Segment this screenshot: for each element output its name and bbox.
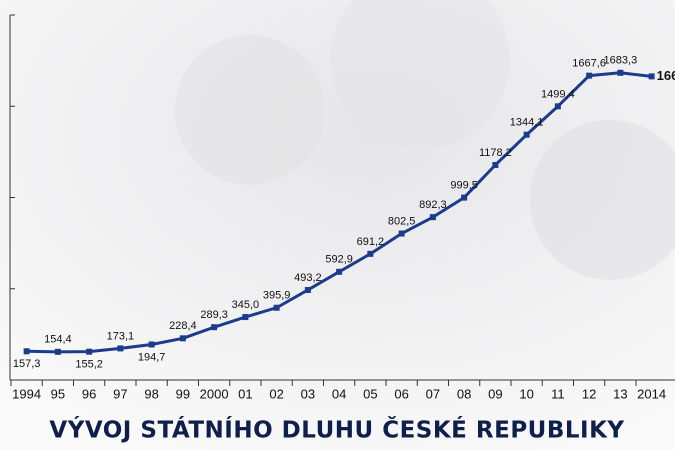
x-tick-label: 98 <box>144 386 158 401</box>
x-tick-label: 95 <box>51 386 65 401</box>
marker <box>54 348 61 355</box>
x-tick-label: 02 <box>269 386 283 401</box>
x-tick-label: 07 <box>426 386 440 401</box>
value-label: 592,9 <box>325 254 353 266</box>
x-tick-label: 04 <box>332 386 346 401</box>
x-tick-label: 97 <box>113 386 127 401</box>
marker <box>148 341 155 348</box>
x-tick-label: 13 <box>613 386 627 401</box>
marker <box>492 161 499 168</box>
value-label: 228,4 <box>169 320 197 332</box>
x-tick-label: 11 <box>551 386 565 401</box>
marker <box>523 131 530 138</box>
chart-title: VÝVOJ STÁTNÍHO DLUHU ČESKÉ REPUBLIKY <box>49 416 624 444</box>
value-label: 999,5 <box>450 179 478 191</box>
value-label: 194,7 <box>138 351 166 363</box>
coin-decoration <box>175 35 325 185</box>
marker <box>586 72 593 79</box>
x-tick-label: 12 <box>582 386 596 401</box>
x-tick-label: 05 <box>363 386 377 401</box>
marker <box>23 348 30 355</box>
x-tick-label: 99 <box>176 386 190 401</box>
marker <box>117 345 124 352</box>
x-tick-label: 96 <box>82 386 96 401</box>
marker <box>429 214 436 221</box>
x-tick-label: 03 <box>301 386 315 401</box>
marker <box>367 250 374 257</box>
value-label: 493,2 <box>294 272 322 284</box>
value-label: 802,5 <box>388 215 416 227</box>
value-label: 345,0 <box>232 299 260 311</box>
marker <box>179 335 186 342</box>
marker <box>86 348 93 355</box>
value-label: 691,2 <box>357 236 385 248</box>
marker <box>211 324 218 331</box>
value-label: 1344,1 <box>510 117 544 129</box>
marker <box>461 194 468 201</box>
marker <box>273 304 280 311</box>
x-tick-label: 09 <box>488 386 502 401</box>
marker <box>242 314 249 321</box>
x-tick-label: 2014 <box>637 386 666 401</box>
value-label: 892,3 <box>419 199 447 211</box>
x-tick-label: 06 <box>394 386 408 401</box>
x-tick-label: 10 <box>519 386 533 401</box>
value-label: 1663,7 <box>657 68 675 83</box>
marker <box>336 268 343 275</box>
value-label: 1667,6 <box>572 58 606 70</box>
value-label: 289,3 <box>200 309 228 321</box>
value-label: 173,1 <box>107 330 135 342</box>
value-label: 1683,3 <box>604 55 638 67</box>
marker <box>398 230 405 237</box>
value-label: 1499,4 <box>541 88 575 100</box>
x-tick-label: 01 <box>238 386 252 401</box>
value-label: 157,3 <box>13 358 41 370</box>
x-tick-label: 1994 <box>12 386 41 401</box>
marker <box>554 103 561 110</box>
value-label: 155,2 <box>75 359 103 371</box>
value-label: 154,4 <box>44 334 72 346</box>
value-label: 1178,2 <box>479 147 512 159</box>
marker <box>304 286 311 293</box>
coin-decoration <box>330 0 510 150</box>
x-tick-label: 08 <box>457 386 471 401</box>
value-label: 395,9 <box>263 290 291 302</box>
marker <box>648 73 655 80</box>
marker <box>617 69 624 76</box>
x-tick-label: 2000 <box>200 386 229 401</box>
coin-decoration <box>530 120 675 280</box>
